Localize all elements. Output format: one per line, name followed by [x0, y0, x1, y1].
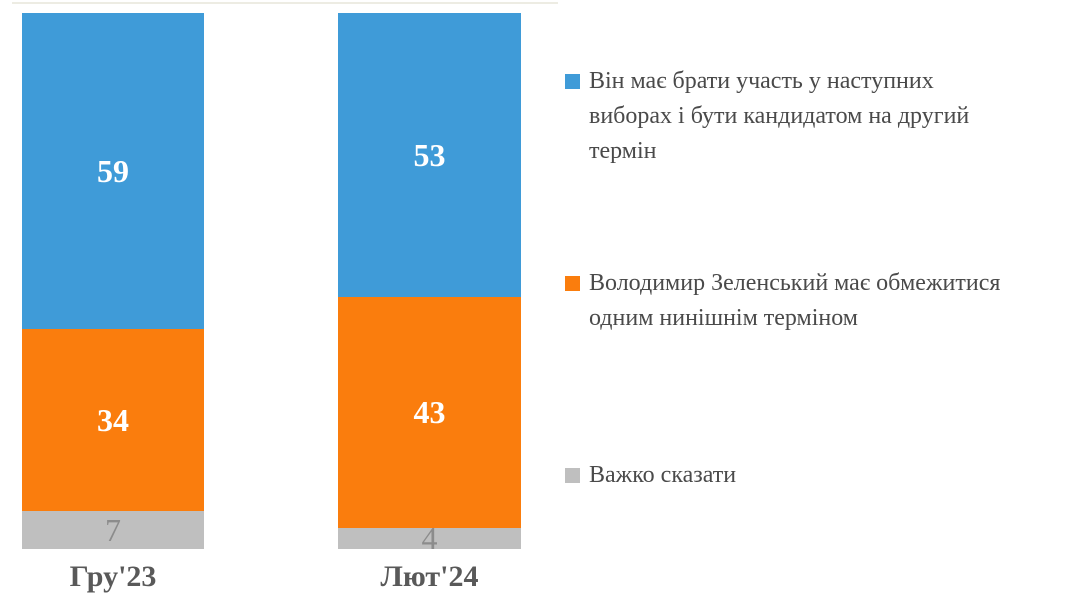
legend-marker-gray-icon	[565, 468, 580, 483]
bar-lyut24: 53 43 4	[338, 13, 521, 554]
bar-gru23-segment-gray: 7	[22, 511, 204, 549]
bar-gru23-segment-blue: 59	[22, 13, 204, 330]
top-gridline	[12, 2, 558, 4]
legend-item-label: Володимир Зеленський має обмежитися одни…	[589, 270, 1001, 331]
segment-value: 7	[105, 512, 121, 549]
legend-item-limit-term: Володимир Зеленський має обмежитися одни…	[565, 266, 1000, 336]
segment-value: 59	[97, 153, 129, 190]
bar-gru23: 59 34 7	[22, 13, 204, 549]
bar-lyut24-segment-blue: 53	[338, 13, 521, 298]
legend-item-hard-to-say: Важко сказати	[565, 458, 736, 493]
bar-lyut24-segment-gray: 4	[338, 522, 521, 554]
x-axis-label-lyut24: Лют'24	[380, 560, 479, 593]
legend-marker-blue-icon	[565, 74, 580, 89]
segment-value: 43	[413, 394, 446, 431]
x-axis-label-gru23: Гру'23	[69, 560, 157, 593]
bar-gru23-segment-orange: 34	[22, 329, 204, 512]
segment-value: 4	[421, 520, 438, 557]
legend-item-label: Важко сказати	[589, 462, 737, 488]
legend-item-label: Він має брати участь у наступних виборах…	[589, 68, 970, 164]
legend-item-participate: Він має брати участь у наступних виборах…	[565, 64, 969, 169]
legend-marker-orange-icon	[565, 276, 580, 291]
segment-value: 53	[413, 137, 446, 174]
segment-value: 34	[97, 402, 129, 439]
bar-lyut24-segment-orange: 43	[338, 297, 521, 528]
